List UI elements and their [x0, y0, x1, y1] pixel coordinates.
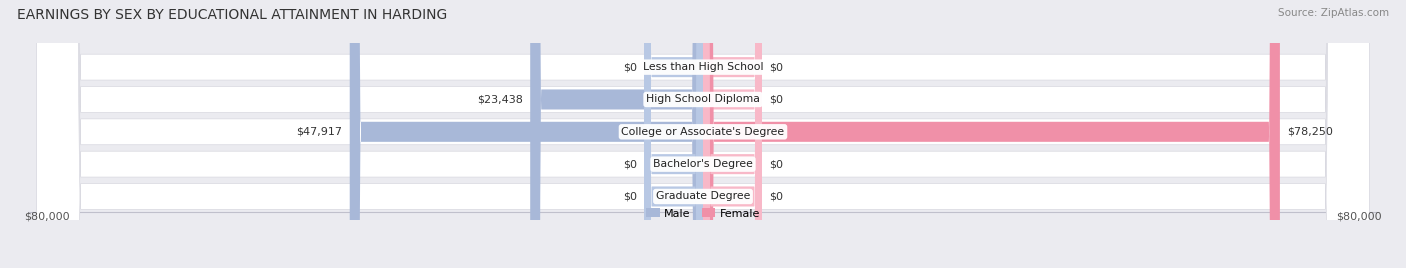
FancyBboxPatch shape: [644, 0, 703, 268]
FancyBboxPatch shape: [37, 0, 1369, 268]
Text: College or Associate's Degree: College or Associate's Degree: [621, 127, 785, 137]
Text: $78,250: $78,250: [1288, 127, 1333, 137]
Text: High School Diploma: High School Diploma: [647, 94, 759, 105]
Text: $0: $0: [623, 62, 637, 72]
Text: Less than High School: Less than High School: [643, 62, 763, 72]
Text: $0: $0: [769, 62, 783, 72]
Text: EARNINGS BY SEX BY EDUCATIONAL ATTAINMENT IN HARDING: EARNINGS BY SEX BY EDUCATIONAL ATTAINMEN…: [17, 8, 447, 22]
Text: $23,438: $23,438: [477, 94, 523, 105]
Text: $47,917: $47,917: [297, 127, 342, 137]
Text: $0: $0: [623, 191, 637, 202]
FancyBboxPatch shape: [703, 0, 762, 268]
FancyBboxPatch shape: [37, 0, 1369, 268]
FancyBboxPatch shape: [350, 0, 703, 268]
FancyBboxPatch shape: [703, 0, 1279, 268]
FancyBboxPatch shape: [37, 0, 1369, 268]
FancyBboxPatch shape: [703, 0, 762, 268]
Text: $0: $0: [623, 159, 637, 169]
FancyBboxPatch shape: [703, 0, 762, 268]
Text: $0: $0: [769, 159, 783, 169]
Text: $80,000: $80,000: [1336, 211, 1382, 222]
FancyBboxPatch shape: [530, 0, 703, 268]
Legend: Male, Female: Male, Female: [641, 204, 765, 223]
Text: Bachelor's Degree: Bachelor's Degree: [652, 159, 754, 169]
FancyBboxPatch shape: [37, 0, 1369, 268]
FancyBboxPatch shape: [703, 0, 762, 268]
Text: $80,000: $80,000: [24, 211, 70, 222]
FancyBboxPatch shape: [644, 0, 703, 268]
Text: $0: $0: [769, 94, 783, 105]
Text: Graduate Degree: Graduate Degree: [655, 191, 751, 202]
FancyBboxPatch shape: [644, 0, 703, 268]
Text: $0: $0: [769, 191, 783, 202]
Text: Source: ZipAtlas.com: Source: ZipAtlas.com: [1278, 8, 1389, 18]
FancyBboxPatch shape: [37, 0, 1369, 268]
